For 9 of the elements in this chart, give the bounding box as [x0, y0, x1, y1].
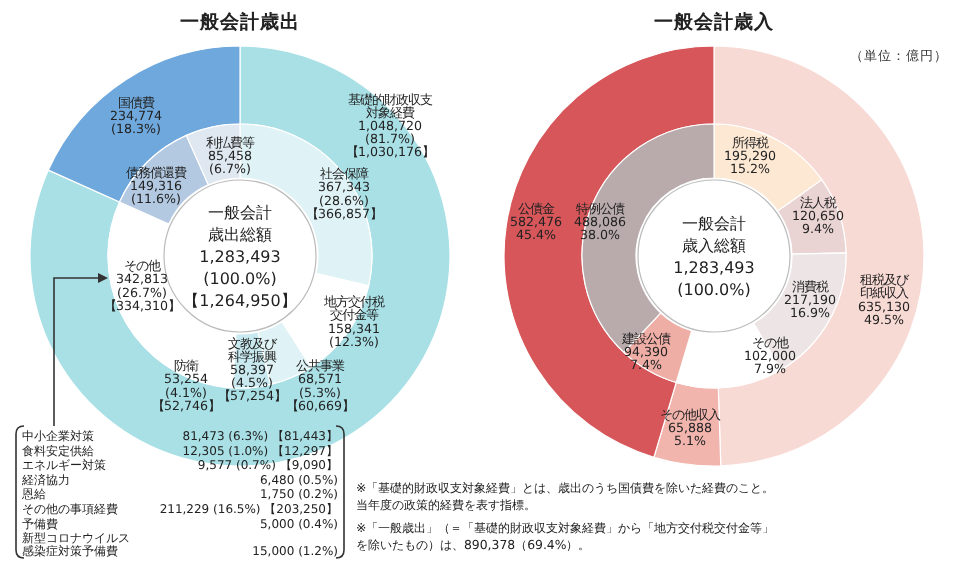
text: 【1,264,950】: [183, 292, 297, 310]
text: 一般会計歳出総額: [208, 204, 272, 244]
text: 1,283,493: [199, 248, 281, 266]
chart-title: 一般会計歳入: [654, 10, 776, 34]
chart-title: 一般会計歳出: [180, 10, 300, 34]
text: (100.0%): [203, 270, 277, 288]
text: 1,283,493: [673, 259, 755, 277]
text: (100.0%): [677, 281, 751, 299]
text: 一般会計歳入総額: [682, 215, 746, 255]
